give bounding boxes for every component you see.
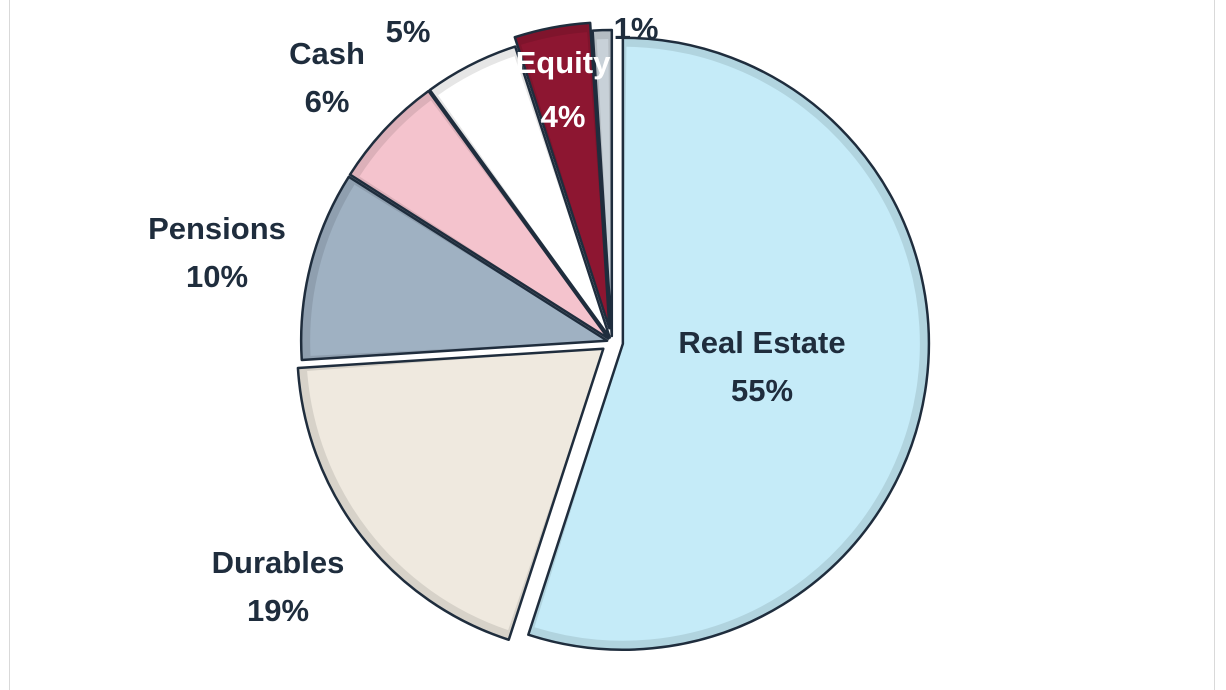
slice-label-unlabeled-6: 1% [614, 11, 659, 46]
pie-slice-pensions [299, 175, 609, 362]
pie-slice-unlabeled-6 [591, 28, 614, 338]
slice-value-label: 10% [186, 259, 248, 294]
pie-slice-unlabeled-4 [428, 45, 611, 339]
pie-slice-face [438, 56, 610, 338]
slice-label-unlabeled-4: 5% [386, 14, 431, 49]
chart-frame-left-border [9, 0, 10, 690]
chart-frame-right-border [1214, 0, 1215, 690]
slice-label-equity: Equity 4% [516, 45, 611, 134]
slice-value-label: 19% [247, 593, 309, 628]
slice-label-real-estate: Real Estate 55% [678, 325, 845, 408]
slice-value-label: 4% [541, 99, 586, 134]
slice-value-label: 6% [305, 84, 350, 119]
pie-labels: Real Estate 55% Durables 19% Pensions 10% Cash… [148, 11, 845, 628]
pie-slice-face [310, 184, 608, 356]
pie-slice-face [307, 348, 604, 631]
pie-slice-face [520, 32, 610, 329]
pie-slices [296, 21, 931, 651]
pie-slice-cash [348, 89, 610, 340]
slice-label-pensions: Pensions 10% [148, 211, 286, 294]
slice-label-cash: Cash 6% [289, 36, 365, 119]
slice-label-durables: Durables 19% [212, 545, 345, 628]
slice-value-label: 1% [614, 11, 659, 46]
slice-category-label: Pensions [148, 211, 286, 246]
pie-slice-face [534, 46, 920, 641]
pie-slice-durables [296, 347, 605, 642]
pie-slice-real-estate [527, 36, 931, 651]
pie-slice-face [359, 100, 609, 339]
slice-category-label: Equity [516, 45, 611, 80]
slice-value-label: 5% [386, 14, 431, 49]
slice-category-label: Real Estate [678, 325, 845, 360]
slice-value-label: 55% [731, 373, 793, 408]
pie-slice-equity [513, 21, 611, 330]
slice-category-label: Durables [212, 545, 345, 580]
slice-category-label: Cash [289, 36, 365, 71]
